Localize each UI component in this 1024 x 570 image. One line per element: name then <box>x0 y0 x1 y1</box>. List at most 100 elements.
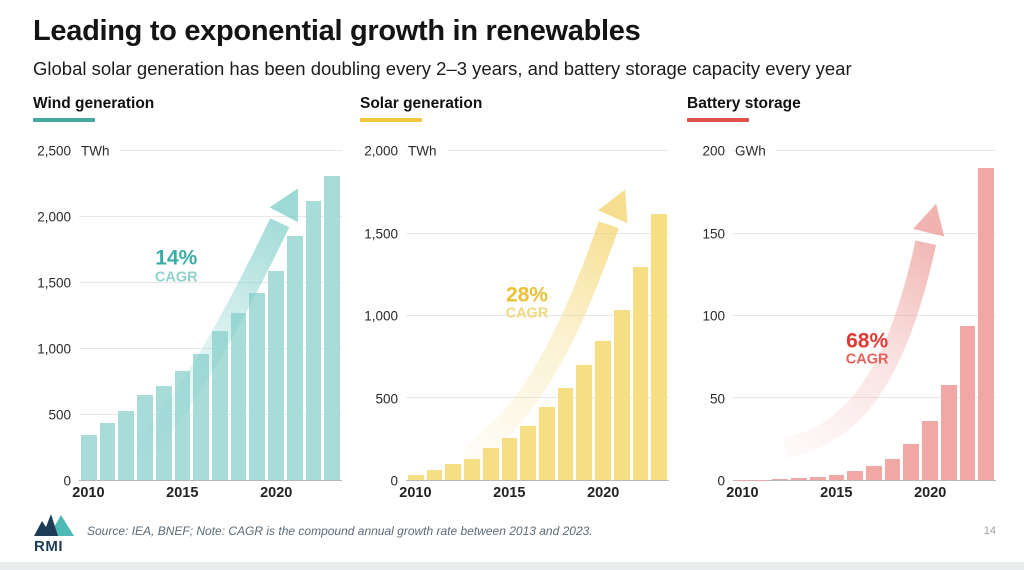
x-axis: 2010 2015 2020 <box>399 481 669 505</box>
bar-2012 <box>445 464 462 481</box>
bar-2017 <box>539 407 555 481</box>
rmi-logo: RMI <box>34 514 74 554</box>
chart-solar-generation: Solar generation 0 500 1,000 1,500 2,000 TWh… <box>360 95 669 505</box>
bar-2019 <box>903 444 920 481</box>
x-tick-label: 2015 <box>493 485 526 502</box>
gridline <box>406 150 669 152</box>
bar-2011 <box>99 422 116 481</box>
gridline <box>733 232 996 234</box>
y-tick-label: 1,000 <box>37 341 71 357</box>
page-number: 14 <box>983 525 996 537</box>
bar-2013 <box>137 395 153 481</box>
source-note: Source: IEA, BNEF; Note: CAGR is the com… <box>87 524 593 538</box>
cagr-label: CAGR <box>154 268 198 285</box>
bar-2018 <box>230 313 247 481</box>
x-axis: 2010 2015 2020 <box>726 481 996 505</box>
y-tick-label: 0 <box>390 473 398 489</box>
y-tick-label: 100 <box>702 308 725 324</box>
cagr-label: CAGR <box>505 305 549 322</box>
bar-2017 <box>866 466 882 481</box>
chart-title: Wind generation <box>33 95 155 113</box>
chart-battery-storage: Battery storage 0 50 100 150 200 GWh 68% CAG… <box>687 95 996 505</box>
bar-2013 <box>791 478 807 481</box>
bar-2016 <box>520 426 537 481</box>
chart-title: Solar generation <box>360 95 483 113</box>
bar-2018 <box>557 387 574 481</box>
y-axis: 0 500 1,000 1,500 2,000 <box>360 144 406 489</box>
cagr-value: 14% <box>155 246 198 270</box>
y-tick-label: 1,500 <box>364 226 398 242</box>
bar-2020 <box>268 271 284 481</box>
cagr-label: CAGR <box>845 351 889 368</box>
y-axis-unit: TWh <box>408 143 447 159</box>
chart-wind-generation: Wind generation 0 500 1,000 1,500 2,000 2,500… <box>33 95 342 505</box>
y-tick-label: 500 <box>48 407 71 423</box>
bar-2021 <box>940 384 957 481</box>
bar-2013 <box>464 458 480 481</box>
chart-accent-underline <box>360 118 422 123</box>
chart-accent-underline <box>33 118 95 123</box>
bar-2016 <box>847 471 864 481</box>
x-tick-label: 2015 <box>166 485 199 502</box>
x-axis: 2010 2015 2020 <box>72 481 342 505</box>
bar-2014 <box>482 447 499 481</box>
y-tick-label: 2,500 <box>37 143 71 159</box>
y-tick-label: 500 <box>375 391 398 407</box>
bar-2011 <box>426 469 443 481</box>
bars <box>81 151 341 481</box>
cagr-annotation: 68% CAGR <box>846 330 889 367</box>
y-axis-unit: GWh <box>735 143 776 159</box>
bar-2023 <box>324 176 341 481</box>
page-subtitle: Global solar generation has been doublin… <box>33 58 852 80</box>
bar-2011 <box>753 479 770 481</box>
y-tick-label: 0 <box>63 473 71 489</box>
chart-title: Battery storage <box>687 95 801 113</box>
bar-2022 <box>305 201 322 481</box>
footer: RMI Source: IEA, BNEF; Note: CAGR is the… <box>33 508 996 554</box>
bar-2023 <box>651 213 668 481</box>
bar-2019 <box>249 293 266 481</box>
gridline <box>733 150 996 152</box>
bar-2012 <box>118 411 135 481</box>
gridline <box>79 150 342 152</box>
page-title: Leading to exponential growth in renewab… <box>33 15 641 47</box>
y-axis: 0 500 1,000 1,500 2,000 2,500 <box>33 144 79 489</box>
bar-2014 <box>809 477 826 481</box>
plot-area: TWh 28% CAGR <box>406 143 669 482</box>
bar-2018 <box>884 458 901 481</box>
bar-2015 <box>174 370 191 481</box>
bar-2023 <box>978 167 995 481</box>
y-tick-label: 2,000 <box>37 209 71 225</box>
bar-2014 <box>155 386 172 481</box>
x-tick-label: 2010 <box>399 485 432 502</box>
x-tick-label: 2020 <box>260 485 293 502</box>
rmi-logo-text: RMI <box>34 538 63 554</box>
bar-2015 <box>828 474 845 481</box>
bar-2017 <box>212 330 228 481</box>
chart-accent-underline <box>687 118 749 123</box>
bar-2020 <box>922 421 938 481</box>
bar-2022 <box>959 325 976 481</box>
bar-2019 <box>576 365 593 481</box>
cagr-value: 68% <box>846 329 889 353</box>
x-tick-label: 2010 <box>72 485 105 502</box>
x-tick-label: 2020 <box>587 485 620 502</box>
cagr-annotation: 14% CAGR <box>154 246 198 285</box>
bar-2010 <box>81 435 97 481</box>
bar-2022 <box>632 266 649 481</box>
bottom-strip <box>0 562 1024 570</box>
plot-area: GWh 68% CAGR <box>733 143 996 482</box>
charts-row: Wind generation 0 500 1,000 1,500 2,000 2,500… <box>33 95 996 505</box>
y-tick-label: 2,000 <box>364 143 398 159</box>
x-tick-label: 2010 <box>726 485 759 502</box>
bar-2021 <box>286 235 303 481</box>
bars <box>735 151 995 481</box>
cagr-value: 28% <box>505 283 548 307</box>
x-tick-label: 2015 <box>820 485 853 502</box>
x-tick-label: 2020 <box>914 485 947 502</box>
plot-area: TWh 14% CAGR <box>79 143 342 482</box>
y-tick-label: 1,500 <box>37 275 71 291</box>
gridline <box>79 216 342 218</box>
y-axis: 0 50 100 150 200 <box>687 144 733 489</box>
